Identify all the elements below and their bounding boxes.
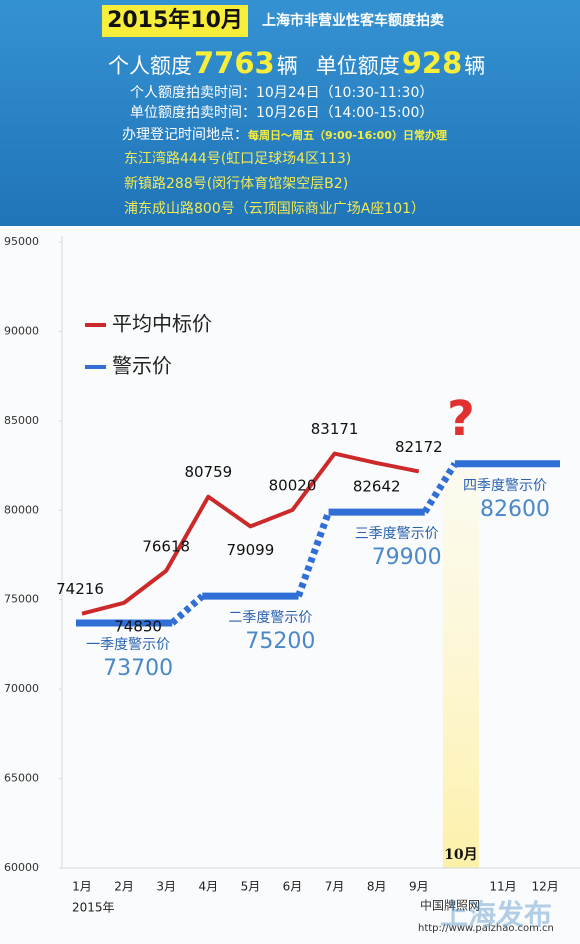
warning-value: 82600 — [480, 497, 550, 522]
data-label: 74830 — [114, 617, 162, 635]
quota-part: 928 — [401, 46, 463, 80]
x-tick-label: 1月 — [72, 880, 92, 894]
register-hours: 每周日～周五（9:00-16:00）日常办理 — [248, 129, 447, 142]
data-label: 80020 — [269, 476, 317, 494]
x-tick-label: 4月 — [198, 880, 218, 894]
x-tick-label: 5月 — [241, 880, 261, 894]
auction-time: 个人额度拍卖时间：10月24日（10:30-11:30） — [130, 85, 434, 101]
warning-label: 四季度警示价 — [463, 478, 547, 494]
auction-time: 单位额度拍卖时间：10月26日（14:00-15:00） — [130, 105, 434, 121]
header-title: 上海市非营业性客车额度拍卖 — [262, 13, 444, 29]
y-tick-label: 75000 — [4, 593, 39, 606]
y-tick-label: 85000 — [4, 414, 39, 427]
quota-part: 单位额度 — [315, 54, 400, 78]
quota-part: 7763 — [194, 46, 275, 80]
y-tick-label: 90000 — [4, 324, 39, 337]
annotation: ? — [447, 391, 475, 447]
warning-label: 二季度警示价 — [228, 610, 312, 626]
data-label: 83171 — [311, 420, 359, 438]
x-tick-label: 8月 — [367, 880, 387, 894]
warning-value: 75200 — [245, 629, 315, 654]
data-label: 79099 — [227, 541, 275, 559]
average-line — [81, 451, 420, 616]
quota-part: 个人额度 — [108, 54, 192, 78]
address: 浦东成山路800号（云顶国际商业广场A座101） — [124, 201, 426, 217]
warning-value: 73700 — [103, 656, 173, 681]
watermark: 上海发布 — [440, 898, 552, 931]
data-label: 76618 — [142, 537, 190, 555]
legend-label: 警示价 — [112, 354, 172, 378]
address: 新镇路288号(闵行体育馆架空层B2) — [124, 176, 349, 192]
x-tick-label: 9月 — [409, 880, 429, 894]
date-badge: 2015年10月 — [102, 5, 248, 37]
data-label: 74216 — [56, 580, 104, 598]
warning-connector — [169, 593, 205, 626]
warning-label: 一季度警示价 — [86, 637, 170, 653]
warning-label: 三季度警示价 — [355, 526, 439, 542]
warning-connector — [295, 510, 332, 598]
x-tick-label: 7月 — [325, 880, 345, 894]
data-label: 82172 — [395, 438, 443, 456]
quota-part: 辆 — [464, 54, 486, 78]
warning-connector — [421, 461, 458, 514]
quota-part: 辆 — [276, 54, 298, 78]
x-tick-label: 3月 — [156, 880, 176, 894]
register-label: 办理登记时间地点： — [122, 127, 248, 143]
legend-label: 平均中标价 — [112, 312, 212, 336]
watermark: 中国牌照网 — [420, 898, 480, 913]
x-tick-label: 2月 — [114, 880, 134, 894]
data-label: 80759 — [184, 463, 232, 481]
register-line: 办理登记时间地点：每周日～周五（9:00-16:00）日常办理 — [122, 124, 447, 144]
highlight-band — [442, 470, 479, 868]
y-tick-label: 80000 — [4, 503, 39, 516]
data-label: 82642 — [353, 478, 401, 496]
x-tick-label: 6月 — [283, 880, 303, 894]
watermark: http://www.paizhao.com.cn — [418, 923, 554, 934]
quota-line: 个人额度7763辆 单位额度928辆 — [108, 46, 487, 80]
address: 东江湾路444号(虹口足球场4区113) — [124, 151, 352, 167]
warning-value: 79900 — [372, 545, 442, 570]
y-tick-label: 95000 — [4, 235, 39, 248]
y-tick-label: 65000 — [4, 772, 39, 785]
chart: 60000 65000 70000 75000 80000 85000 90000 95000… — [4, 235, 580, 934]
x-tick-label: 12月 — [531, 880, 558, 894]
y-tick-label: 70000 — [4, 682, 39, 695]
x-tick-label: 11月 — [489, 880, 516, 894]
x-tick-label: 10月 — [444, 847, 477, 863]
y-tick-label: 60000 — [4, 861, 39, 874]
x-note: 2015年 — [72, 901, 115, 915]
header: 2015年10月 上海市非营业性客车额度拍卖 个人额度7763辆 单位额度928辆… — [0, 0, 580, 226]
